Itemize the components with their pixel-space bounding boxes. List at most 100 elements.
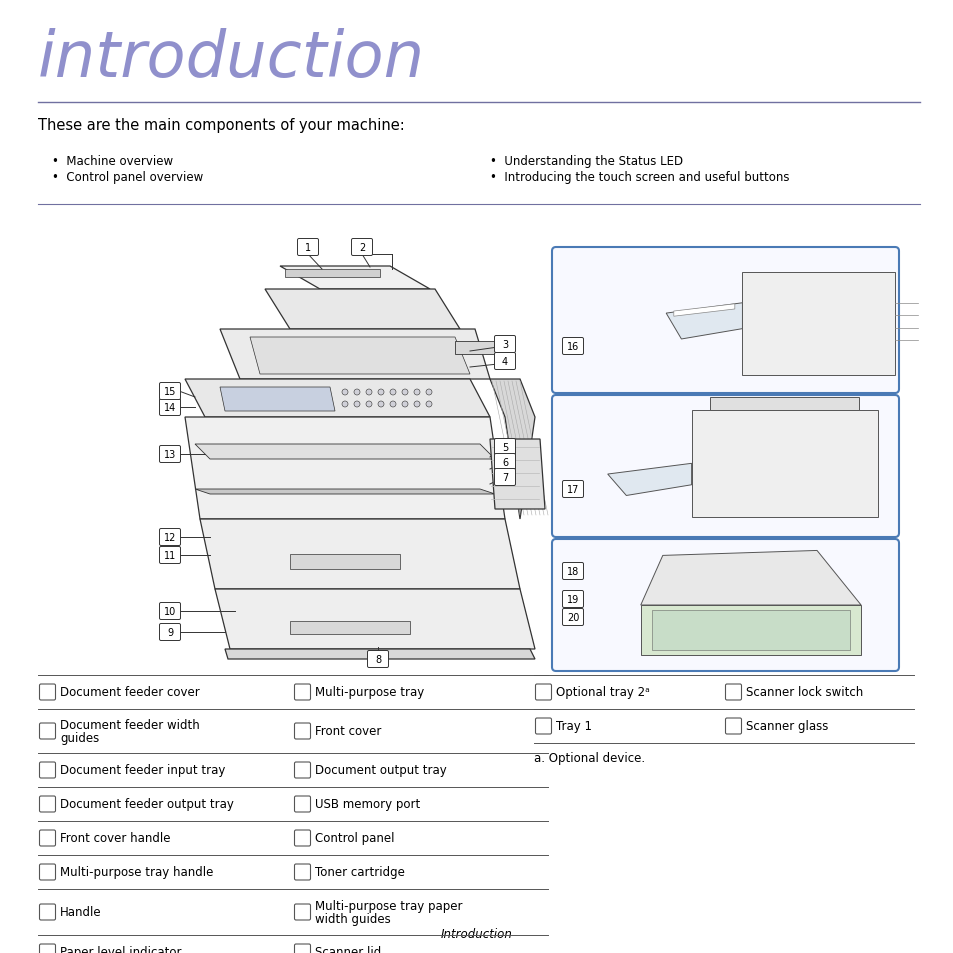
- Text: 16: 16: [566, 341, 578, 352]
- Text: Document feeder width: Document feeder width: [60, 719, 199, 732]
- FancyBboxPatch shape: [562, 591, 583, 608]
- Polygon shape: [709, 397, 859, 411]
- FancyBboxPatch shape: [552, 395, 898, 537]
- Text: Document output tray: Document output tray: [314, 763, 446, 777]
- FancyBboxPatch shape: [562, 563, 583, 579]
- FancyBboxPatch shape: [159, 603, 180, 619]
- Text: 7: 7: [501, 473, 508, 482]
- Polygon shape: [607, 464, 691, 496]
- FancyBboxPatch shape: [724, 684, 740, 700]
- Text: Front cover handle: Front cover handle: [60, 832, 171, 844]
- Polygon shape: [194, 490, 495, 495]
- Circle shape: [341, 390, 348, 395]
- Polygon shape: [194, 444, 495, 459]
- Text: 12: 12: [164, 533, 176, 542]
- Polygon shape: [741, 273, 894, 375]
- Circle shape: [366, 401, 372, 408]
- FancyBboxPatch shape: [39, 864, 55, 880]
- FancyBboxPatch shape: [39, 944, 55, 953]
- FancyBboxPatch shape: [494, 336, 515, 354]
- Circle shape: [377, 401, 384, 408]
- FancyBboxPatch shape: [552, 539, 898, 671]
- FancyBboxPatch shape: [367, 651, 388, 668]
- Circle shape: [426, 390, 432, 395]
- Polygon shape: [265, 290, 459, 330]
- Text: •  Control panel overview: • Control panel overview: [52, 171, 203, 184]
- Text: 6: 6: [501, 457, 508, 468]
- Circle shape: [341, 401, 348, 408]
- Text: •  Understanding the Status LED: • Understanding the Status LED: [490, 154, 682, 168]
- Text: 11: 11: [164, 551, 176, 560]
- Text: These are the main components of your machine:: These are the main components of your ma…: [38, 118, 404, 132]
- FancyBboxPatch shape: [297, 239, 318, 256]
- Text: Tray 1: Tray 1: [556, 720, 592, 733]
- Polygon shape: [691, 411, 877, 517]
- Polygon shape: [640, 605, 861, 655]
- Polygon shape: [214, 589, 535, 649]
- FancyBboxPatch shape: [39, 762, 55, 779]
- Polygon shape: [250, 337, 470, 375]
- Text: 14: 14: [164, 402, 176, 413]
- Text: Introduction: Introduction: [440, 927, 513, 940]
- Text: 9: 9: [167, 627, 172, 638]
- FancyBboxPatch shape: [159, 446, 180, 463]
- FancyBboxPatch shape: [294, 796, 310, 812]
- FancyBboxPatch shape: [159, 547, 180, 564]
- FancyBboxPatch shape: [494, 439, 515, 456]
- Text: guides: guides: [60, 732, 99, 744]
- FancyBboxPatch shape: [351, 239, 372, 256]
- Text: Scanner lock switch: Scanner lock switch: [745, 686, 862, 699]
- FancyBboxPatch shape: [39, 796, 55, 812]
- Circle shape: [366, 390, 372, 395]
- Circle shape: [390, 401, 395, 408]
- Text: Toner cartridge: Toner cartridge: [314, 865, 404, 879]
- Polygon shape: [651, 610, 849, 650]
- Text: Scanner glass: Scanner glass: [745, 720, 827, 733]
- Text: 15: 15: [164, 387, 176, 396]
- FancyBboxPatch shape: [39, 723, 55, 740]
- Circle shape: [401, 401, 408, 408]
- Text: 19: 19: [566, 595, 578, 604]
- Polygon shape: [490, 379, 535, 519]
- Polygon shape: [200, 519, 519, 589]
- FancyBboxPatch shape: [562, 338, 583, 355]
- Circle shape: [354, 401, 359, 408]
- Polygon shape: [290, 621, 410, 635]
- Polygon shape: [490, 439, 544, 510]
- FancyBboxPatch shape: [159, 399, 180, 416]
- FancyBboxPatch shape: [494, 354, 515, 370]
- Circle shape: [426, 401, 432, 408]
- Text: Optional tray 2ᵃ: Optional tray 2ᵃ: [556, 686, 649, 699]
- FancyBboxPatch shape: [39, 684, 55, 700]
- Text: 8: 8: [375, 655, 380, 664]
- FancyBboxPatch shape: [294, 762, 310, 779]
- Text: 18: 18: [566, 566, 578, 577]
- Polygon shape: [185, 417, 504, 519]
- Text: 20: 20: [566, 613, 578, 622]
- Polygon shape: [455, 341, 510, 355]
- FancyBboxPatch shape: [294, 723, 310, 740]
- Text: 1: 1: [305, 243, 311, 253]
- Polygon shape: [185, 379, 490, 417]
- Polygon shape: [640, 551, 861, 605]
- Text: Multi-purpose tray paper: Multi-purpose tray paper: [314, 900, 462, 913]
- Text: 3: 3: [501, 339, 508, 350]
- Text: 5: 5: [501, 442, 508, 453]
- Polygon shape: [665, 303, 741, 339]
- Circle shape: [414, 390, 419, 395]
- FancyBboxPatch shape: [39, 904, 55, 920]
- Text: Control panel: Control panel: [314, 832, 395, 844]
- Text: Paper level indicator: Paper level indicator: [60, 945, 181, 953]
- Text: 2: 2: [358, 243, 365, 253]
- FancyBboxPatch shape: [294, 864, 310, 880]
- Text: Scanner lid: Scanner lid: [314, 945, 381, 953]
- FancyBboxPatch shape: [159, 383, 180, 400]
- FancyBboxPatch shape: [494, 469, 515, 486]
- Text: Document feeder output tray: Document feeder output tray: [60, 798, 233, 811]
- Circle shape: [354, 390, 359, 395]
- Polygon shape: [290, 555, 399, 569]
- FancyBboxPatch shape: [535, 684, 551, 700]
- Text: 13: 13: [164, 450, 176, 459]
- Text: •  Machine overview: • Machine overview: [52, 154, 172, 168]
- FancyBboxPatch shape: [724, 719, 740, 734]
